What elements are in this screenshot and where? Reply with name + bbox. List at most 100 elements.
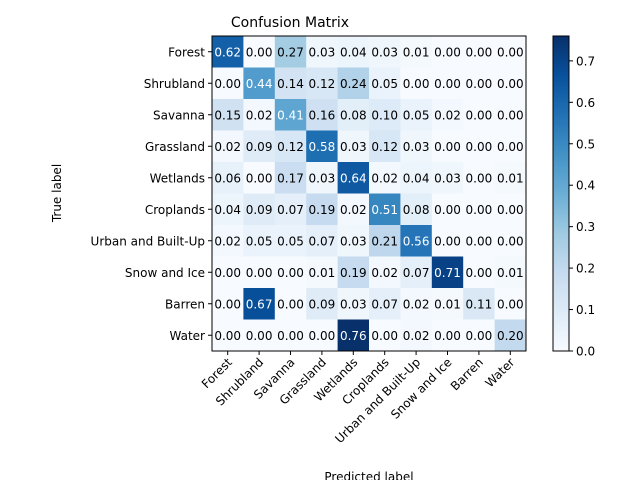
heatmap-cell	[369, 256, 401, 289]
cell-value-label: 0.00	[246, 45, 273, 59]
cell-value-label: 0.67	[246, 297, 273, 311]
heatmap-cell	[400, 67, 433, 100]
cell-value-label: 0.03	[309, 45, 336, 59]
heatmap-cell	[463, 319, 495, 352]
heatmap-cell	[212, 36, 244, 68]
cell-value-label: 0.09	[246, 203, 273, 217]
cell-value-label: 0.24	[340, 77, 367, 91]
heatmap-cell	[494, 162, 527, 194]
heatmap-cell	[369, 36, 401, 68]
cell-value-label: 0.15	[214, 108, 241, 122]
cell-value-label: 0.07	[309, 234, 336, 248]
y-tick-label: Savanna	[153, 108, 205, 122]
heatmap-cell	[337, 36, 370, 68]
heatmap-cell	[400, 193, 433, 226]
cell-value-label: 0.00	[434, 203, 461, 217]
cell-value-label: 0.00	[466, 108, 493, 122]
cell-value-label: 0.58	[309, 140, 336, 154]
cell-value-label: 0.12	[309, 77, 336, 91]
x-tick-label: Water	[482, 355, 517, 390]
cell-value-label: 0.08	[340, 108, 367, 122]
heatmap-cell	[369, 225, 401, 257]
heatmap-cell	[306, 193, 338, 226]
cell-value-label: 0.05	[277, 234, 304, 248]
heatmap-cell	[243, 162, 276, 194]
heatmap-cell	[306, 99, 338, 131]
cell-value-label: 0.00	[497, 77, 524, 91]
heatmap-cell	[494, 193, 527, 226]
y-tick-label: Barren	[165, 297, 205, 311]
cell-value-label: 0.03	[403, 140, 430, 154]
heatmap-cell	[243, 288, 276, 320]
heatmap-cell	[274, 288, 307, 320]
heatmap-cell	[274, 319, 307, 352]
heatmap-cell	[494, 130, 527, 163]
heatmap-cell	[337, 67, 370, 100]
y-axis-label: True label	[50, 164, 64, 223]
cell-value-label: 0.14	[277, 77, 304, 91]
cell-value-label: 0.04	[214, 203, 241, 217]
cell-value-label: 0.27	[277, 45, 304, 59]
cell-value-label: 0.64	[340, 171, 367, 185]
cell-value-label: 0.03	[434, 171, 461, 185]
heatmap-cell	[274, 99, 307, 131]
heatmap-cell	[494, 67, 527, 100]
cell-value-label: 0.00	[434, 45, 461, 59]
cell-value-label: 0.05	[246, 234, 273, 248]
heatmap-cell	[400, 256, 433, 289]
cell-value-label: 0.00	[434, 234, 461, 248]
heatmap-cell	[337, 162, 370, 194]
heatmap-cell	[494, 225, 527, 257]
y-tick-label: Grassland	[145, 140, 205, 154]
heatmap-cell	[494, 256, 527, 289]
cell-value-label: 0.02	[434, 108, 461, 122]
cell-value-label: 0.00	[309, 329, 336, 343]
cell-value-label: 0.01	[434, 297, 461, 311]
cell-value-label: 0.00	[214, 329, 241, 343]
heatmap-cell	[212, 288, 244, 320]
heatmap-cell	[431, 99, 464, 131]
cell-value-label: 0.02	[371, 266, 398, 280]
heatmap-cell	[463, 225, 495, 257]
cell-value-label: 0.01	[497, 266, 524, 280]
cell-value-label: 0.00	[497, 203, 524, 217]
heatmap-cell	[306, 225, 338, 257]
heatmap-cell	[212, 67, 244, 100]
heatmap-cell	[431, 36, 464, 68]
heatmap-cell	[463, 99, 495, 131]
cell-value-label: 0.00	[277, 297, 304, 311]
y-tick-label: Forest	[168, 45, 205, 59]
cell-value-label: 0.00	[371, 329, 398, 343]
heatmap-cell	[431, 162, 464, 194]
cell-value-label: 0.02	[371, 171, 398, 185]
heatmap-cell	[212, 193, 244, 226]
cell-value-label: 0.21	[371, 234, 398, 248]
cell-value-label: 0.00	[466, 45, 493, 59]
cell-value-label: 0.05	[403, 108, 430, 122]
cell-value-label: 0.00	[214, 266, 241, 280]
cell-value-label: 0.00	[497, 45, 524, 59]
cell-value-label: 0.56	[403, 234, 430, 248]
cell-value-label: 0.00	[214, 297, 241, 311]
heatmap-cell	[494, 319, 527, 352]
heatmap-cell	[212, 130, 244, 163]
cell-value-label: 0.12	[371, 140, 398, 154]
heatmap-cell	[431, 319, 464, 352]
colorbar-tick-label: 0.1	[576, 303, 595, 317]
heatmap-cell	[274, 67, 307, 100]
heatmap-cell	[400, 36, 433, 68]
cell-value-label: 0.00	[466, 234, 493, 248]
heatmap-cell	[337, 130, 370, 163]
cell-value-label: 0.02	[340, 203, 367, 217]
heatmap-cell	[400, 225, 433, 257]
cell-value-label: 0.00	[466, 140, 493, 154]
heatmap-cell	[369, 288, 401, 320]
cell-value-label: 0.19	[309, 203, 336, 217]
heatmap-cell	[400, 130, 433, 163]
heatmap-cell	[494, 36, 527, 68]
heatmap-frame	[211, 35, 527, 352]
heatmap-cell	[463, 130, 495, 163]
heatmap-cell	[212, 225, 244, 257]
cell-value-label: 0.02	[214, 140, 241, 154]
cell-value-label: 0.00	[246, 329, 273, 343]
